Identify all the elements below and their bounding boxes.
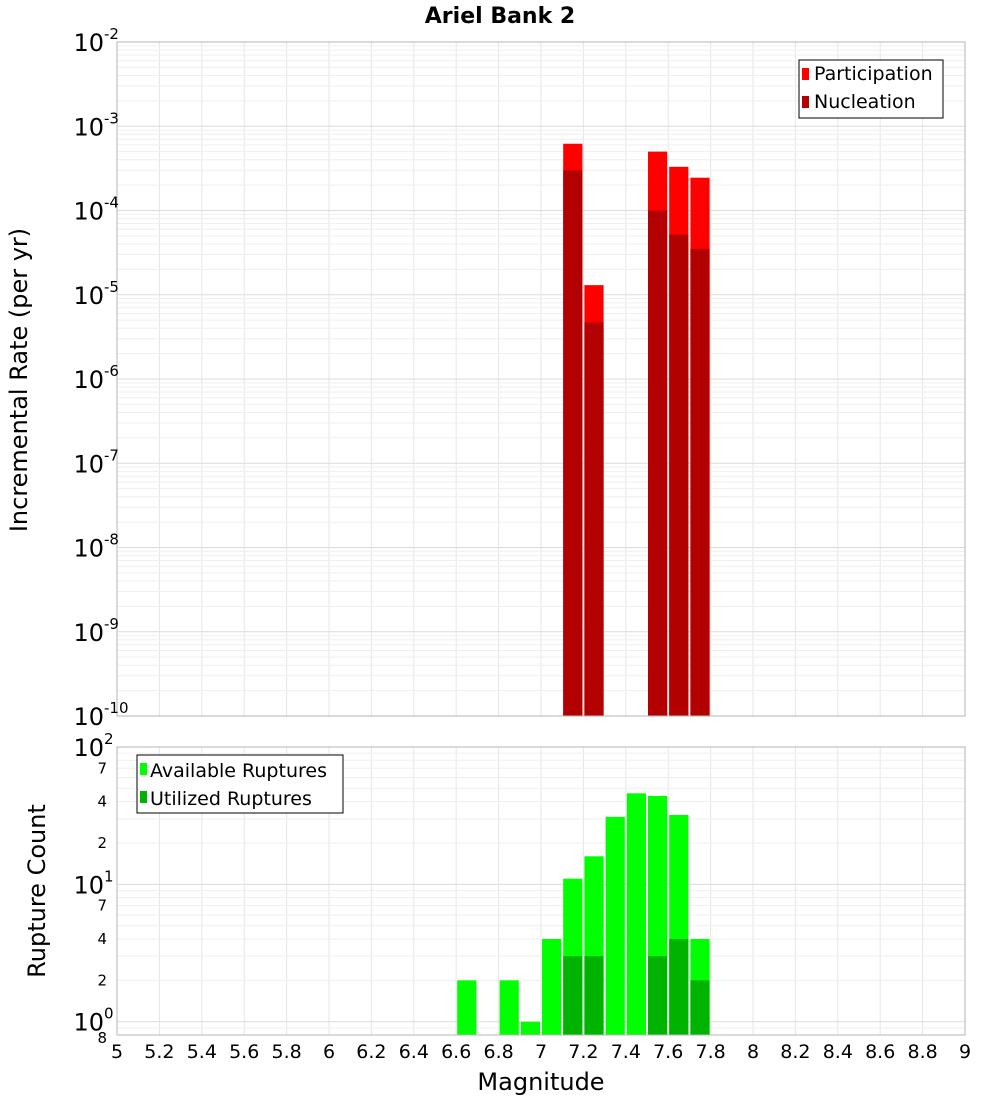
x-tick-label: 7.4 xyxy=(611,1041,641,1063)
count-bar-utilized xyxy=(648,956,668,1035)
count-y-tick-base: 10 xyxy=(73,1009,104,1037)
x-axis-label: Magnitude xyxy=(477,1068,604,1096)
rate-y-tick-exponent: -7 xyxy=(104,446,119,464)
count-y-minor-tick: 2 xyxy=(97,834,107,852)
rate-bars xyxy=(563,143,710,717)
count-y-minor-tick: 2 xyxy=(97,971,107,989)
rate-y-axis-label: Incremental Rate (per yr) xyxy=(5,228,33,532)
rate-y-tick-base: 10 xyxy=(73,113,104,141)
chart-title: Ariel Bank 2 xyxy=(425,4,575,29)
count-y-axis-label: Rupture Count xyxy=(23,804,51,978)
x-axis-ticks: 5 5.2 5.4 5.6 5.8 6 6.2 6.4 6.6 6.8 7 7.2 7.4 7.6 7.8 8… xyxy=(111,1041,971,1063)
count-plot-frame xyxy=(116,746,966,1036)
x-tick-label: 7.8 xyxy=(695,1041,725,1063)
x-tick-label: 6.2 xyxy=(356,1041,386,1063)
x-tick-label: 9 xyxy=(959,1041,971,1063)
x-tick-label: 5.2 xyxy=(144,1041,174,1063)
x-tick-label: 8.8 xyxy=(907,1041,937,1063)
x-tick-label: 8.2 xyxy=(780,1041,810,1063)
x-tick-label: 8.4 xyxy=(823,1041,853,1063)
x-tick-label: 7.6 xyxy=(653,1041,683,1063)
x-tick-label: 5 xyxy=(111,1041,123,1063)
count-y-minor-tick: 7 xyxy=(97,897,107,915)
count-bar-utilized xyxy=(584,956,604,1035)
rate-bar-nucleation xyxy=(648,210,668,716)
rate-y-tick-exponent: -8 xyxy=(104,531,119,549)
rate-bar-nucleation xyxy=(669,234,689,717)
rate-y-tick-base: 10 xyxy=(73,619,104,647)
rate-grid xyxy=(116,42,966,717)
count-bar-available xyxy=(457,980,477,1035)
count-y-tick-base: 10 xyxy=(73,734,104,762)
x-tick-label: 5.4 xyxy=(187,1041,217,1063)
legend-swatch-nucleation xyxy=(802,96,809,108)
legend-swatch-utilized xyxy=(140,791,147,803)
x-tick-label: 5.8 xyxy=(271,1041,301,1063)
x-tick-label: 6.4 xyxy=(399,1041,429,1063)
rate-y-tick-base: 10 xyxy=(73,29,104,57)
count-legend: Available Ruptures Utilized Ruptures xyxy=(136,754,344,814)
x-tick-label: 5.6 xyxy=(229,1041,259,1063)
rate-y-tick-exponent: -4 xyxy=(104,194,119,212)
count-legend-box xyxy=(136,754,344,814)
rate-y-tick-base: 10 xyxy=(73,282,104,310)
rate-y-tick-exponent: -6 xyxy=(104,362,119,380)
legend-label-nucleation: Nucleation xyxy=(814,91,916,113)
rate-y-tick-base: 10 xyxy=(73,366,104,394)
rate-bar-nucleation xyxy=(563,170,583,716)
count-bar-available xyxy=(520,1021,540,1035)
rate-bar-nucleation xyxy=(690,248,710,716)
count-y-tick-base: 10 xyxy=(73,871,104,899)
x-tick-label: 7.2 xyxy=(568,1041,598,1063)
rate-y-tick-base: 10 xyxy=(73,535,104,563)
rate-y-tick-exponent: -2 xyxy=(104,25,119,43)
count-bar-available xyxy=(626,793,646,1035)
x-tick-label: 6.8 xyxy=(483,1041,513,1063)
legend-label-utilized: Utilized Ruptures xyxy=(150,788,312,810)
count-y-minor-tick: 4 xyxy=(97,793,107,811)
rate-plot-frame xyxy=(116,41,966,717)
legend-swatch-available xyxy=(140,763,147,775)
rate-y-tick-exponent: -9 xyxy=(104,615,119,633)
count-bar-available xyxy=(542,939,562,1035)
count-y-tick-exponent: 0 xyxy=(104,1005,114,1023)
count-y-tick-exponent: 2 xyxy=(104,730,114,748)
x-tick-label: 6.6 xyxy=(441,1041,471,1063)
rate-y-tick-exponent: -3 xyxy=(104,109,119,127)
x-tick-label: 8 xyxy=(747,1041,759,1063)
legend-label-participation: Participation xyxy=(814,63,933,85)
count-bar-available xyxy=(605,816,625,1035)
count-y-minor-tick: 7 xyxy=(97,759,107,777)
count-y-tick-exponent: 1 xyxy=(104,867,114,885)
x-tick-label: 6 xyxy=(323,1041,335,1063)
rate-y-tick-base: 10 xyxy=(73,450,104,478)
rate-y-tick-exponent: -10 xyxy=(104,699,129,717)
rate-y-tick-exponent: -5 xyxy=(104,278,119,296)
count-bar-utilized xyxy=(563,956,583,1035)
rate-legend: Participation Nucleation xyxy=(798,59,944,119)
count-bars xyxy=(457,793,710,1035)
count-bar-utilized xyxy=(669,939,689,1035)
rate-bar-nucleation xyxy=(584,322,604,716)
x-tick-label: 7 xyxy=(535,1041,547,1063)
count-y-minor-tick: 4 xyxy=(97,930,107,948)
x-tick-label: 8.6 xyxy=(865,1041,895,1063)
legend-label-available: Available Ruptures xyxy=(150,760,327,782)
rate-y-tick-base: 10 xyxy=(73,703,104,731)
legend-swatch-participation xyxy=(802,68,809,80)
count-y-bottom-tick: 8 xyxy=(97,1029,107,1047)
rate-y-tick-base: 10 xyxy=(73,198,104,226)
rate-legend-box xyxy=(798,59,944,119)
count-bar-utilized xyxy=(690,980,710,1035)
count-bar-available xyxy=(499,980,519,1035)
